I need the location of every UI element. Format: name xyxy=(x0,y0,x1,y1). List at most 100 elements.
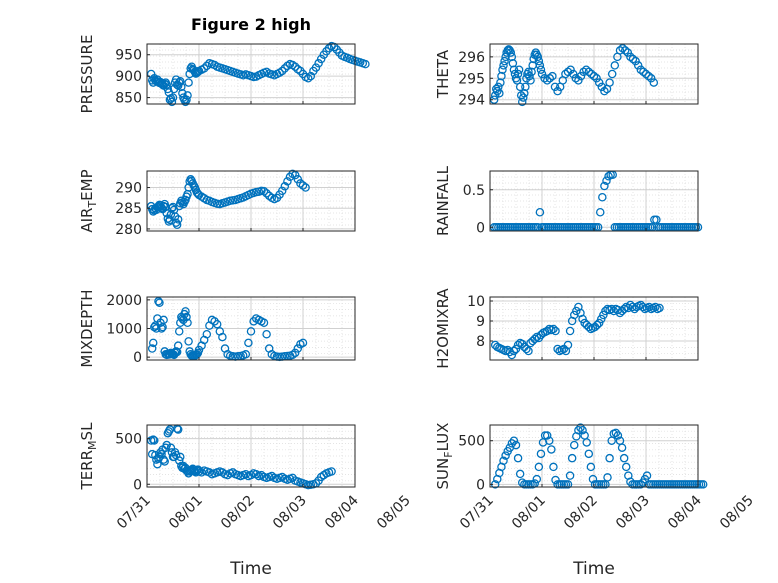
y-axis-label-part: AIR xyxy=(78,208,96,233)
y-axis-label: TERRMSL xyxy=(78,422,99,491)
y-axis-label-part: LUX xyxy=(434,423,452,452)
y-axis-label: AIRTEMP xyxy=(78,169,99,232)
data-point xyxy=(549,462,558,472)
data-point xyxy=(592,74,601,83)
data-point xyxy=(589,71,599,81)
y-axis-label-part: SL xyxy=(78,422,96,441)
data-point xyxy=(290,170,300,180)
data-point xyxy=(495,89,504,98)
data-point xyxy=(212,319,222,329)
data-point xyxy=(520,89,529,98)
x-tick-label: 08/05 xyxy=(717,493,757,533)
data-point xyxy=(259,187,269,196)
data-point xyxy=(262,189,271,198)
data-point xyxy=(168,93,178,102)
data-point xyxy=(698,480,708,489)
data-point xyxy=(241,350,251,359)
data-point xyxy=(602,176,611,185)
data-point xyxy=(644,302,654,312)
y-tick-label: 950 xyxy=(115,48,142,64)
y-axis-label: SUNFLUX xyxy=(434,423,455,490)
data-point xyxy=(646,74,656,83)
data-point xyxy=(499,61,508,70)
subplot-0: 850 900 950 PRESSURE xyxy=(78,35,370,114)
data-point xyxy=(160,457,169,466)
data-point xyxy=(517,97,527,107)
data-point xyxy=(534,462,544,472)
data-point xyxy=(150,436,159,445)
data-point xyxy=(584,449,594,459)
subplot-7: 0 500 07/31 08/01 08/02 08/03 08/04 08/05 SUNFLU… xyxy=(434,423,757,533)
data-point xyxy=(607,69,617,79)
data-point xyxy=(600,181,609,191)
data-point xyxy=(586,462,596,472)
data-point xyxy=(578,314,587,324)
data-point xyxy=(563,340,573,350)
data-point xyxy=(604,171,613,181)
data-point xyxy=(631,56,640,66)
data-point xyxy=(576,71,586,81)
data-point xyxy=(579,67,588,77)
data-point xyxy=(157,79,166,88)
data-point xyxy=(361,59,370,69)
x-tick-label: 08/03 xyxy=(270,493,310,533)
y-tick-label: 295 xyxy=(458,71,485,87)
data-point xyxy=(148,435,158,444)
y-tick-label: 500 xyxy=(115,432,142,448)
data-point xyxy=(327,467,336,476)
y-tick-label: 8 xyxy=(476,334,485,350)
data-point xyxy=(532,474,542,484)
data-point xyxy=(183,318,192,328)
x-tick-label: 08/01 xyxy=(166,493,206,533)
data-series xyxy=(490,300,664,360)
data-point xyxy=(597,82,607,92)
y-axis-label-subscript: M xyxy=(86,440,99,450)
data-point xyxy=(199,64,209,73)
data-point xyxy=(565,326,575,336)
x-tick-label: 08/05 xyxy=(374,493,414,533)
data-point xyxy=(509,436,519,445)
data-point xyxy=(638,302,648,312)
data-point xyxy=(503,345,512,355)
data-point xyxy=(501,451,510,460)
data-point xyxy=(157,324,166,333)
y-axis-label: THETA xyxy=(434,49,452,99)
data-point xyxy=(293,344,303,353)
data-point xyxy=(173,215,183,224)
data-point xyxy=(599,310,608,320)
data-point xyxy=(218,332,227,342)
data-point xyxy=(574,76,583,85)
data-point xyxy=(496,78,505,87)
data-point xyxy=(545,74,555,83)
data-point xyxy=(298,181,308,190)
data-point xyxy=(301,183,310,192)
y-axis-label: PRESSURE xyxy=(78,35,96,114)
data-point xyxy=(652,215,661,224)
data-point xyxy=(280,182,290,191)
x-tick-label: 08/01 xyxy=(509,493,549,533)
data-point xyxy=(613,431,623,440)
data-point xyxy=(540,74,549,83)
data-point xyxy=(178,314,187,323)
data-point xyxy=(636,480,646,489)
data-point xyxy=(246,327,256,336)
data-point xyxy=(524,67,533,77)
data-point xyxy=(595,207,605,217)
y-tick-label: 500 xyxy=(458,434,485,450)
data-point xyxy=(498,65,507,74)
data-point xyxy=(600,86,609,96)
data-point xyxy=(182,312,191,322)
data-point xyxy=(618,44,627,53)
subplot-2: 280 285 290 AIRTEMP xyxy=(78,169,356,238)
data-series xyxy=(146,424,336,490)
data-point xyxy=(192,350,202,359)
data-point xyxy=(259,318,269,328)
data-point xyxy=(513,453,523,463)
data-point xyxy=(610,61,620,70)
data-point xyxy=(177,82,186,92)
subplot-6: 0 500 07/31 08/01 08/02 08/03 08/04 08/05 TERRMS… xyxy=(78,422,414,532)
data-point xyxy=(174,78,184,87)
x-axis-label-right: Time xyxy=(572,559,615,579)
data-point xyxy=(507,350,517,360)
